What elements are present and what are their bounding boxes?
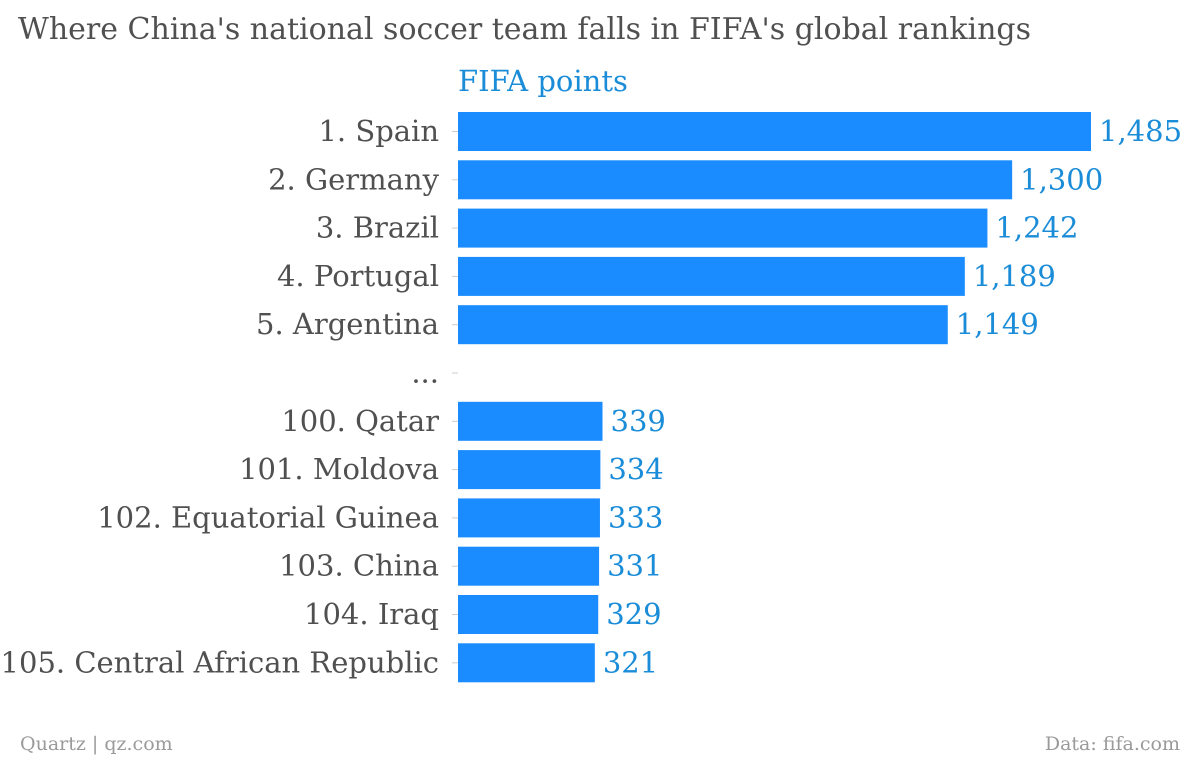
bar — [458, 498, 600, 538]
value-label: 321 — [603, 645, 658, 679]
bar — [458, 112, 1091, 151]
footer-credit: Quartz | qz.com — [20, 733, 173, 755]
value-label: 1,485 — [1099, 114, 1182, 148]
value-label: 339 — [611, 404, 666, 438]
category-label: 105. Central African Republic — [1, 645, 439, 679]
category-label: 103. China — [279, 549, 439, 583]
bar — [458, 160, 1013, 200]
category-label: 2. Germany — [268, 162, 440, 196]
category-label: 1. Spain — [318, 114, 439, 148]
category-label: ... — [411, 356, 439, 390]
value-label: 1,189 — [973, 259, 1056, 293]
bar-chart: 1. Spain 1,485 2. Germany 1,300 3. Brazil 1,2… — [1, 112, 1182, 683]
value-label: 333 — [608, 500, 663, 534]
value-label: 331 — [607, 549, 662, 583]
category-label: 102. Equatorial Guinea — [97, 500, 439, 534]
category-label: 3. Brazil — [316, 211, 439, 245]
category-label: 5. Argentina — [256, 307, 439, 341]
category-label: 104. Iraq — [304, 597, 439, 631]
category-label: 100. Qatar — [281, 404, 439, 438]
value-label: 1,242 — [995, 211, 1078, 245]
category-label: 4. Portugal — [277, 259, 439, 293]
bar — [458, 401, 603, 441]
footer-source: Data: fifa.com — [1044, 733, 1180, 755]
value-label: 1,300 — [1020, 162, 1103, 196]
chart-title: Where China's national soccer team falls… — [18, 12, 1032, 47]
value-label: 329 — [606, 597, 661, 631]
bar — [458, 595, 599, 634]
bar — [458, 208, 988, 248]
value-label: 334 — [608, 452, 663, 486]
bar — [458, 450, 601, 490]
category-label: 101. Moldova — [239, 452, 439, 486]
series-label: FIFA points — [458, 64, 628, 98]
bar — [458, 305, 948, 345]
bar — [458, 546, 600, 586]
value-label: 1,149 — [956, 307, 1039, 341]
bar — [458, 643, 595, 683]
bar — [458, 256, 965, 296]
